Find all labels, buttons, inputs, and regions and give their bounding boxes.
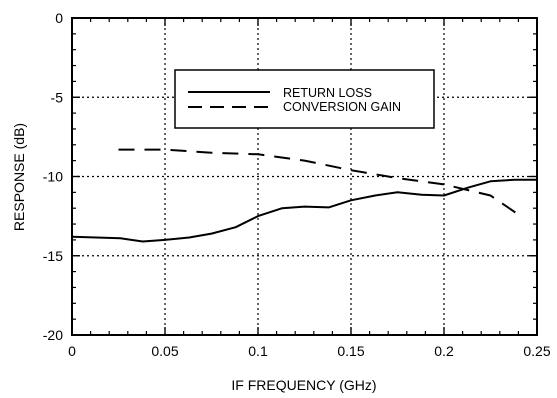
y-tick-label: -5: [51, 89, 64, 105]
y-tick-label: -20: [43, 327, 63, 343]
legend: RETURN LOSS CONVERSION GAIN: [174, 69, 435, 129]
x-axis-title: IF FREQUENCY (GHz): [231, 377, 376, 393]
y-axis-title: RESPONSE (dB): [11, 123, 27, 231]
series-line-return-loss: [71, 178, 537, 243]
y-tick-label: -10: [43, 169, 63, 185]
legend-label-return-loss: RETURN LOSS: [283, 86, 372, 100]
legend-box: [174, 69, 435, 129]
y-tick-label: 0: [55, 10, 63, 26]
y-tick-label: -15: [43, 248, 63, 264]
tick-labels: 0 0.05 0.1 0.15 0.2 0.25 0 -5 -10 -15 -20: [43, 10, 551, 359]
x-tick-label: 0.05: [151, 343, 178, 359]
grid: [72, 18, 537, 335]
series-line-conversion-gain: [118, 148, 519, 216]
x-tick-label: 0.15: [337, 343, 364, 359]
series-lines: [71, 148, 537, 243]
x-tick-label: 0: [68, 343, 76, 359]
x-tick-label: 0.1: [248, 343, 268, 359]
x-tick-label: 0.2: [434, 343, 454, 359]
legend-label-conversion-gain: CONVERSION GAIN: [283, 100, 401, 114]
x-tick-label: 0.25: [523, 343, 550, 359]
tick-marks: [71, 17, 538, 336]
